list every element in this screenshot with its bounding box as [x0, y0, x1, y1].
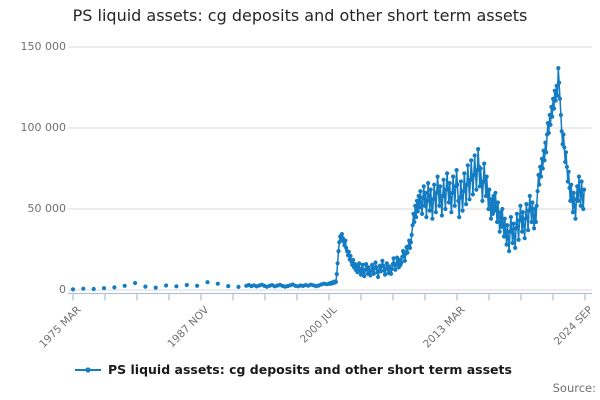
- y-axis-tick-label: 150 000: [20, 40, 67, 53]
- legend-series-label: PS liquid assets: cg deposits and other …: [108, 362, 512, 377]
- y-axis-tick-label: 100 000: [20, 121, 67, 134]
- legend-series-marker-icon: [75, 366, 101, 373]
- legend-item[interactable]: PS liquid assets: cg deposits and other …: [74, 362, 512, 377]
- y-axis-tick-label: 0: [59, 283, 66, 296]
- source-label: Source:: [552, 381, 596, 395]
- chart-canvas: [68, 46, 592, 301]
- chart-title: PS liquid assets: cg deposits and other …: [72, 6, 528, 25]
- y-axis-tick-label: 50 000: [27, 202, 67, 215]
